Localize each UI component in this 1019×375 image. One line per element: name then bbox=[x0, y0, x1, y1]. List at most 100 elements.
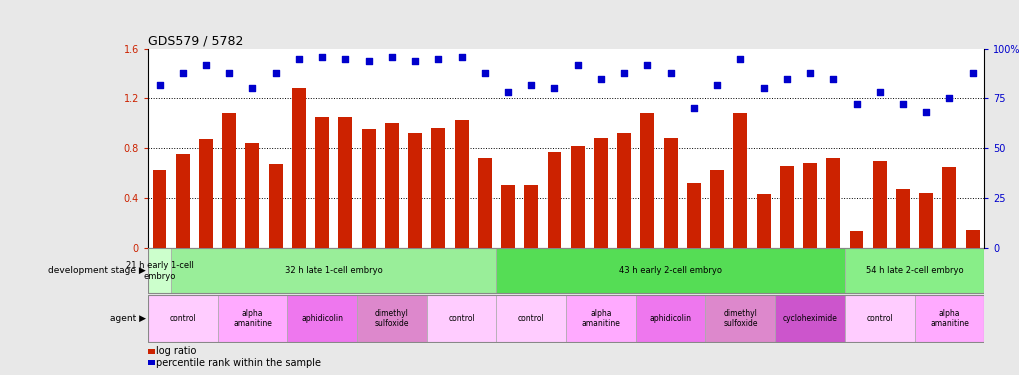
Bar bbox=[291, 88, 306, 248]
Text: 54 h late 2-cell embryo: 54 h late 2-cell embryo bbox=[865, 266, 963, 275]
Text: log ratio: log ratio bbox=[156, 346, 197, 356]
Point bbox=[267, 70, 283, 76]
Text: 32 h late 1-cell embryo: 32 h late 1-cell embryo bbox=[284, 266, 382, 275]
Bar bbox=[593, 138, 607, 248]
Bar bbox=[338, 117, 352, 248]
Bar bbox=[547, 152, 560, 248]
Text: control: control bbox=[447, 314, 475, 323]
Point bbox=[245, 86, 261, 92]
Bar bbox=[477, 158, 491, 248]
Bar bbox=[148, 248, 171, 293]
Point bbox=[151, 81, 167, 87]
Bar bbox=[844, 248, 983, 293]
Point bbox=[174, 70, 191, 76]
Bar bbox=[640, 113, 654, 248]
Point bbox=[546, 86, 562, 92]
Bar bbox=[705, 296, 774, 342]
Point bbox=[221, 70, 237, 76]
Text: dimethyl
sulfoxide: dimethyl sulfoxide bbox=[374, 309, 409, 328]
Text: GDS579 / 5782: GDS579 / 5782 bbox=[148, 34, 244, 48]
Point bbox=[290, 56, 307, 62]
Text: control: control bbox=[518, 314, 544, 323]
Point bbox=[639, 62, 655, 68]
Point bbox=[917, 110, 933, 116]
Text: control: control bbox=[169, 314, 196, 323]
Bar bbox=[872, 160, 886, 248]
Point bbox=[708, 81, 725, 87]
Bar bbox=[802, 163, 816, 248]
Bar bbox=[663, 138, 677, 248]
Bar bbox=[431, 128, 445, 248]
Bar bbox=[217, 296, 287, 342]
Bar bbox=[566, 296, 635, 342]
Point bbox=[964, 70, 980, 76]
Bar bbox=[709, 171, 723, 248]
Bar bbox=[686, 183, 700, 248]
Bar bbox=[496, 296, 566, 342]
Point bbox=[755, 86, 771, 92]
Point bbox=[337, 56, 354, 62]
Bar bbox=[268, 164, 282, 248]
Point bbox=[383, 54, 399, 60]
Bar bbox=[965, 230, 978, 248]
Bar bbox=[524, 185, 538, 248]
Bar bbox=[199, 140, 213, 248]
Text: development stage ▶: development stage ▶ bbox=[48, 266, 146, 275]
Bar bbox=[426, 296, 496, 342]
Point bbox=[523, 81, 539, 87]
Bar bbox=[918, 193, 932, 248]
Point bbox=[894, 101, 910, 107]
Bar bbox=[733, 113, 747, 248]
Text: cycloheximide: cycloheximide bbox=[782, 314, 837, 323]
Point bbox=[615, 70, 632, 76]
Point bbox=[941, 95, 957, 101]
Point bbox=[198, 62, 214, 68]
Point bbox=[777, 75, 794, 81]
Point bbox=[801, 70, 817, 76]
Text: alpha
amanitine: alpha amanitine bbox=[232, 309, 272, 328]
Text: agent ▶: agent ▶ bbox=[110, 314, 146, 323]
Text: percentile rank within the sample: percentile rank within the sample bbox=[156, 358, 321, 368]
Bar bbox=[246, 143, 259, 248]
Bar bbox=[914, 296, 983, 342]
Bar bbox=[153, 171, 166, 248]
Point bbox=[824, 75, 841, 81]
Point bbox=[592, 75, 608, 81]
Text: alpha
amanitine: alpha amanitine bbox=[929, 309, 968, 328]
Point bbox=[407, 58, 423, 64]
Point bbox=[453, 54, 470, 60]
Text: 21 h early 1-cell
embryo: 21 h early 1-cell embryo bbox=[125, 261, 194, 280]
Text: 43 h early 2-cell embryo: 43 h early 2-cell embryo bbox=[619, 266, 721, 275]
Bar bbox=[175, 154, 190, 248]
Point bbox=[360, 58, 376, 64]
Bar bbox=[222, 113, 236, 248]
Point bbox=[499, 90, 516, 96]
Bar bbox=[756, 194, 769, 248]
Point bbox=[685, 105, 701, 111]
Bar bbox=[571, 146, 584, 248]
Bar bbox=[500, 185, 515, 248]
Bar bbox=[849, 231, 863, 248]
Text: aphidicolin: aphidicolin bbox=[301, 314, 342, 323]
Bar bbox=[357, 296, 426, 342]
Text: aphidicolin: aphidicolin bbox=[649, 314, 691, 323]
Bar bbox=[780, 165, 793, 248]
Point bbox=[848, 101, 864, 107]
Bar bbox=[171, 248, 496, 293]
Bar bbox=[454, 120, 468, 248]
Text: dimethyl
sulfoxide: dimethyl sulfoxide bbox=[722, 309, 757, 328]
Bar bbox=[287, 296, 357, 342]
Bar bbox=[825, 158, 840, 248]
Bar bbox=[384, 123, 398, 248]
Point bbox=[569, 62, 585, 68]
Bar bbox=[148, 296, 217, 342]
Point bbox=[430, 56, 446, 62]
Point bbox=[871, 90, 888, 96]
Bar bbox=[942, 167, 956, 248]
Bar bbox=[774, 296, 844, 342]
Text: alpha
amanitine: alpha amanitine bbox=[581, 309, 620, 328]
Bar bbox=[616, 133, 631, 248]
Text: control: control bbox=[865, 314, 893, 323]
Point bbox=[732, 56, 748, 62]
Point bbox=[476, 70, 492, 76]
